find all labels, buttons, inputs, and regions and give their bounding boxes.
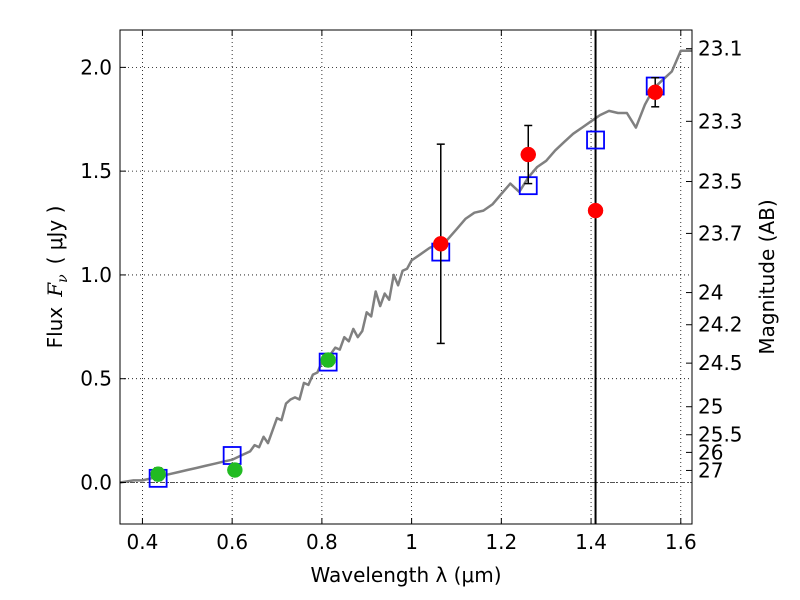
mag-tick-label: 25 [698,395,723,419]
x-tick-label: 0.8 [306,530,338,554]
optical-point [320,352,336,368]
y-tick-label: 2.0 [80,55,112,79]
nir-point [433,236,449,252]
x-tick-label: 0.6 [216,530,248,554]
mag-tick-label: 23.1 [698,37,743,61]
mag-tick-label: 23.3 [698,109,743,133]
mag-tick-label: 24.5 [698,351,743,375]
optical-point [150,466,166,482]
mag-tick-label: 26 [698,440,723,464]
y-axis-title-subscript: ν [55,274,71,283]
nir-point [587,202,604,219]
y-tick-label: 0.0 [80,470,112,494]
y2-axis-title: Magnitude (AB) [755,199,779,354]
nir-point [520,146,537,163]
plot-frame [119,29,693,525]
x-tick-label: 1.2 [485,530,517,554]
mag-tick-label: 27 [698,458,723,482]
x-tick-label: 1.4 [575,530,607,554]
x-tick-label: 1 [405,530,418,554]
mag-tick-label: 23.7 [698,221,743,245]
y-axis-title-symbol: F [43,282,67,298]
y-tick-label: 1.0 [80,263,112,287]
mag-tick-label: 24.2 [698,313,743,337]
mag-tick-label: 25.5 [698,423,743,447]
grid [120,30,692,524]
optical-point [227,462,243,478]
model-band-square [586,130,605,150]
y-axis-title: Flux Fν ( μJy ) [43,206,71,349]
data-layer [119,30,692,524]
mag-tick-label: 23.5 [698,170,743,194]
ticks: 0.4 0.6 0.8 1 1.2 1.4 1.6 0.0 0.5 1.0 1.5 2.0 23.1 23… [80,30,743,554]
y-axis-title-flux: Flux [43,307,67,349]
plot-area [120,30,692,524]
y-tick-label: 0.5 [80,367,112,391]
y-axis-title-unit: ( μJy ) [43,206,67,265]
mag-tick-label: 24 [698,281,723,305]
x-axis-title: Wavelength λ (μm) [310,563,501,587]
nir-point [647,84,663,101]
y-tick-label: 1.5 [80,159,112,183]
model-spectrum-line [119,49,692,484]
x-tick-label: 1.6 [665,530,697,554]
x-tick-label: 0.4 [127,530,159,554]
